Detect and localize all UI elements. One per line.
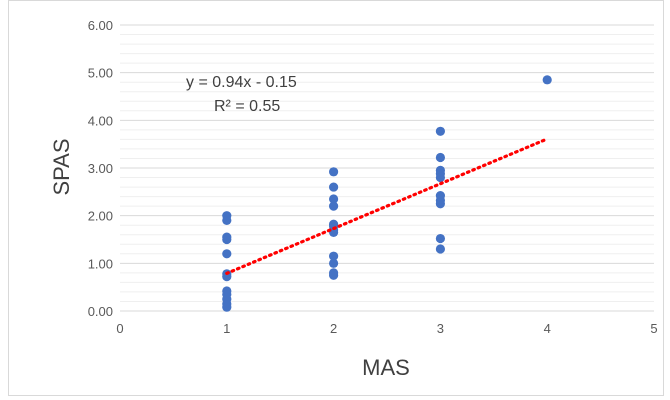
x-tick-label: 1 (223, 321, 230, 336)
x-tick-label: 0 (116, 321, 123, 336)
data-point (435, 152, 445, 163)
data-point (435, 244, 445, 254)
data-point (222, 234, 232, 245)
data-points (222, 75, 552, 312)
data-point (222, 249, 232, 259)
trendline (225, 137, 549, 275)
x-axis-title: MAS (362, 355, 410, 380)
y-tick-label: 5.00 (88, 66, 113, 81)
data-point (329, 251, 339, 261)
y-tick-label: 6.00 (88, 18, 113, 33)
x-tick-labels: 0 1 2 3 4 5 (116, 321, 657, 336)
y-tick-label: 0.00 (88, 304, 113, 319)
data-point (222, 302, 232, 312)
scatter-chart: 0.00 1.00 2.00 3.00 4.00 5.00 6.00 0 1 2 3 4 5 y = … (49, 18, 658, 380)
trendline-path (225, 137, 549, 275)
data-point (329, 194, 339, 204)
data-point (329, 201, 339, 211)
x-tick-label: 2 (330, 321, 337, 336)
data-point (329, 258, 339, 268)
data-point (435, 233, 445, 244)
data-point (435, 126, 445, 136)
data-point (435, 172, 445, 183)
data-point (329, 182, 339, 192)
y-tick-label: 2.00 (88, 209, 113, 224)
trendline-equation: y = 0.94x - 0.15 (186, 74, 297, 91)
x-tick-label: 4 (544, 321, 551, 336)
data-point (329, 270, 339, 280)
data-point (222, 215, 232, 226)
y-tick-label: 1.00 (88, 256, 113, 271)
grid-lines (120, 24, 654, 312)
trendline-r-squared: R² = 0.55 (214, 98, 280, 115)
x-tick-label: 3 (437, 321, 444, 336)
chart-area: 0.00 1.00 2.00 3.00 4.00 5.00 6.00 0 1 2 3 4 5 y = … (8, 0, 664, 396)
y-tick-label: 3.00 (88, 161, 113, 176)
y-axis-title: SPAS (49, 138, 74, 195)
x-tick-label: 5 (650, 321, 657, 336)
y-tick-labels: 0.00 1.00 2.00 3.00 4.00 5.00 6.00 (88, 18, 113, 319)
data-point (542, 75, 552, 85)
data-point (329, 167, 339, 177)
data-point (435, 199, 445, 209)
y-tick-label: 4.00 (88, 113, 113, 128)
data-point (222, 272, 232, 282)
